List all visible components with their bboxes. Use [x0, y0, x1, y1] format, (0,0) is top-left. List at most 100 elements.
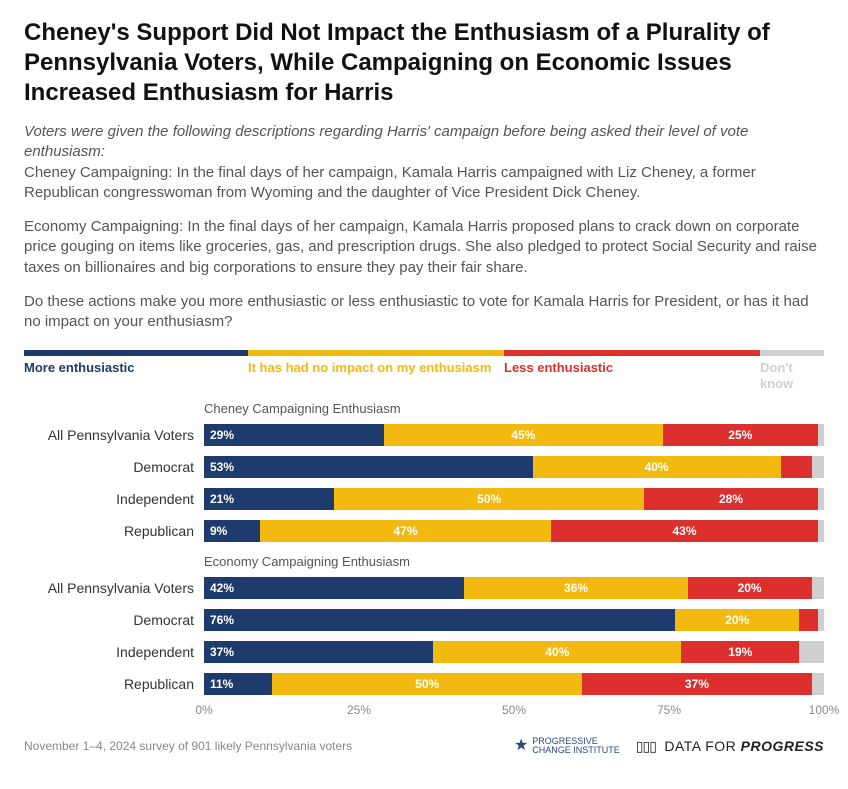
bar-segment: 25%: [663, 424, 818, 446]
bar-segment: [818, 424, 824, 446]
survey-question: Do these actions make you more enthusias…: [24, 292, 824, 333]
intro-p1: Cheney Campaigning: In the final days of…: [24, 164, 756, 201]
bar-segment: 29%: [204, 424, 384, 446]
legend-label: Less enthusiastic: [504, 356, 760, 376]
segment-value: 40%: [539, 645, 575, 659]
chart-row: Republican9% 47% 43%: [24, 518, 824, 544]
section-title: Cheney Campaigning Enthusiasm: [204, 401, 824, 416]
legend: More enthusiasticIt has had no impact on…: [24, 350, 824, 391]
bar-track: 9% 47% 43%: [204, 520, 824, 542]
segment-value: 47%: [387, 524, 423, 538]
row-label: Independent: [24, 644, 204, 660]
bar-segment: [812, 456, 824, 478]
dfp-bold: PROGRESS: [741, 738, 824, 754]
axis-tick: 50%: [502, 703, 526, 717]
bars-icon: ▯▯▯: [636, 738, 656, 755]
segment-value: 25%: [722, 428, 758, 442]
section-title: Economy Campaigning Enthusiasm: [204, 554, 824, 569]
footer: November 1–4, 2024 survey of 901 likely …: [24, 737, 824, 755]
bar-track: 21%50%28%: [204, 488, 824, 510]
chart-area: Cheney Campaigning EnthusiasmAll Pennsyl…: [24, 401, 824, 697]
bar-track: 37% 40% 19%: [204, 641, 824, 663]
bar-segment: 37%: [204, 641, 433, 663]
bar-segment: [799, 641, 824, 663]
bar-segment: 45%: [384, 424, 663, 446]
bar-segment: [818, 520, 824, 542]
legend-label: It has had no impact on my enthusiasm: [248, 356, 504, 376]
footer-source: November 1–4, 2024 survey of 901 likely …: [24, 739, 352, 753]
star-icon: ★: [514, 738, 528, 754]
intro-p2: Economy Campaigning: In the final days o…: [24, 217, 824, 278]
segment-value: 45%: [505, 428, 541, 442]
segment-value: 36%: [558, 581, 594, 595]
row-label: Democrat: [24, 459, 204, 475]
legend-item: Don't know: [760, 350, 824, 391]
axis-tick: 75%: [657, 703, 681, 717]
intro-italic: Voters were given the following descript…: [24, 123, 748, 160]
legend-item: Less enthusiastic: [504, 350, 760, 391]
bar-segment: [818, 488, 824, 510]
bar-track: 42% 36% 20%: [204, 577, 824, 599]
bar-segment: 40%: [533, 456, 781, 478]
chart-title: Cheney's Support Did Not Impact the Enth…: [24, 18, 824, 108]
chart-row: Republican11% 50% 37%: [24, 671, 824, 697]
segment-value: 50%: [409, 677, 445, 691]
row-label: Independent: [24, 491, 204, 507]
bar-segment: 47%: [260, 520, 551, 542]
row-label: All Pennsylvania Voters: [24, 427, 204, 443]
segment-value: 50%: [471, 492, 507, 506]
segment-value: 21%: [204, 492, 240, 506]
bar-segment: 50%: [334, 488, 644, 510]
segment-value: 29%: [204, 428, 240, 442]
bar-segment: 11%: [204, 673, 272, 695]
footer-logos: ★ PROGRESSIVE CHANGE INSTITUTE ▯▯▯ DATA …: [514, 737, 824, 755]
chart-row: Democrat53% 40%: [24, 454, 824, 480]
bar-segment: 20%: [688, 577, 812, 599]
bar-segment: [818, 609, 824, 631]
axis-tick: 100%: [809, 703, 840, 717]
bar-segment: 42%: [204, 577, 464, 599]
bar-segment: 9%: [204, 520, 260, 542]
bar-segment: [812, 673, 824, 695]
segment-value: 42%: [204, 581, 240, 595]
row-label: All Pennsylvania Voters: [24, 580, 204, 596]
segment-value: 20%: [732, 581, 768, 595]
bar-track: 76% 20%: [204, 609, 824, 631]
bar-segment: 53%: [204, 456, 533, 478]
bar-track: 53% 40%: [204, 456, 824, 478]
bar-segment: 36%: [464, 577, 687, 599]
pci-logo: ★ PROGRESSIVE CHANGE INSTITUTE: [514, 737, 620, 755]
legend-label: More enthusiastic: [24, 356, 248, 376]
segment-value: 53%: [204, 460, 240, 474]
legend-item: More enthusiastic: [24, 350, 248, 391]
bar-segment: 40%: [433, 641, 681, 663]
axis-tick: 25%: [347, 703, 371, 717]
dfp-logo: ▯▯▯ DATA FOR PROGRESS: [636, 738, 824, 755]
bar-segment: 50%: [272, 673, 582, 695]
bar-segment: [812, 577, 824, 599]
chart-row: Independent37% 40% 19%: [24, 639, 824, 665]
segment-value: 43%: [666, 524, 702, 538]
segment-value: 20%: [719, 613, 755, 627]
segment-value: 9%: [204, 524, 233, 538]
axis-tick: 0%: [195, 703, 212, 717]
bar-track: 29% 45% 25%: [204, 424, 824, 446]
x-axis: 0%25%50%75%100%: [204, 703, 824, 721]
segment-value: 37%: [204, 645, 240, 659]
row-label: Republican: [24, 676, 204, 692]
bar-segment: 37%: [582, 673, 811, 695]
chart-row: All Pennsylvania Voters42% 36% 20%: [24, 575, 824, 601]
bar-segment: [799, 609, 818, 631]
chart-row: Democrat76% 20%: [24, 607, 824, 633]
legend-label: Don't know: [760, 356, 824, 391]
legend-item: It has had no impact on my enthusiasm: [248, 350, 504, 391]
segment-value: 11%: [204, 677, 239, 691]
bar-segment: 76%: [204, 609, 675, 631]
bar-segment: [781, 456, 812, 478]
row-label: Democrat: [24, 612, 204, 628]
segment-value: 76%: [204, 613, 240, 627]
segment-value: 37%: [679, 677, 715, 691]
bar-segment: 19%: [681, 641, 799, 663]
intro-block-1: Voters were given the following descript…: [24, 122, 824, 203]
row-label: Republican: [24, 523, 204, 539]
